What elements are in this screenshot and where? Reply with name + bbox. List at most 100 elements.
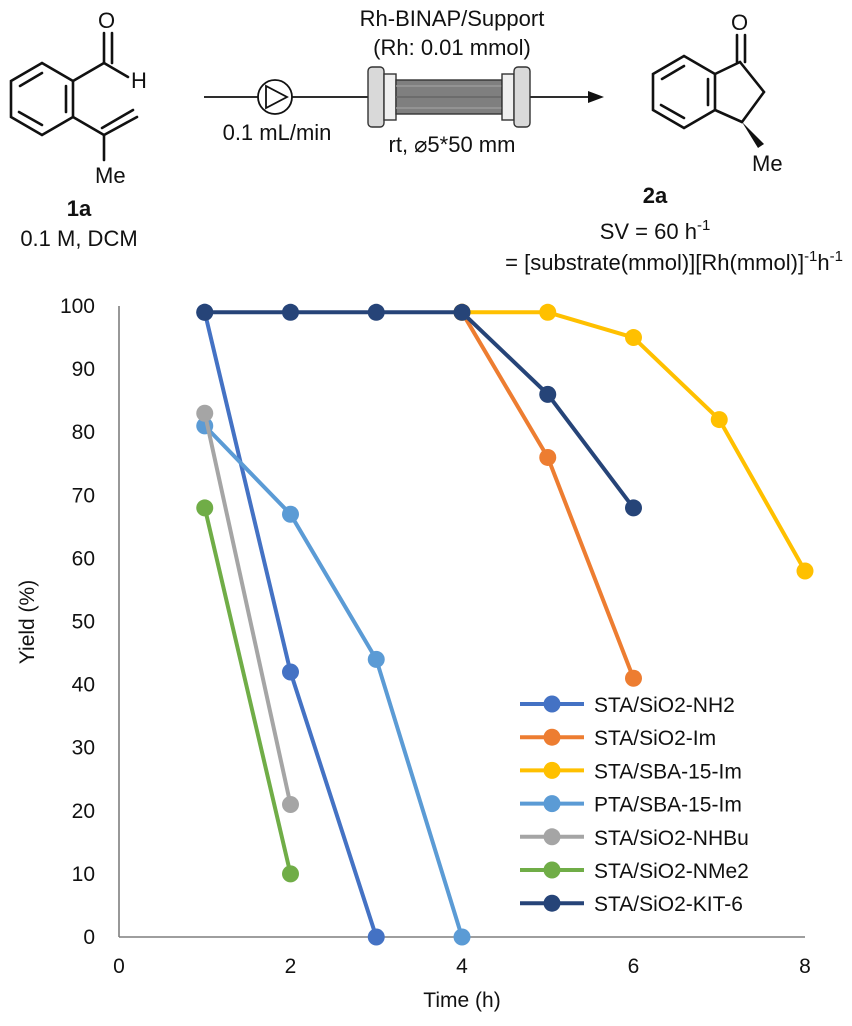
- sv-definition-h: h: [817, 250, 829, 275]
- reactant-label: 1a: [67, 196, 92, 221]
- y-tick-label: 10: [72, 863, 95, 886]
- legend-label: STA/SiO2-NMe2: [594, 860, 749, 883]
- legend-item: STA/SiO2-NMe2: [520, 860, 749, 883]
- x-tick-labels: 0 2 4 6 8: [113, 955, 811, 978]
- chart-legend: STA/SiO2-NH2 STA/SiO2-Im STA/SBA-15-Im PTA/…: [520, 694, 749, 916]
- yield-chart: 0 10 20 30 40 50 60 70 80 90 100 0 2 4 6 8 Yield (%) T…: [16, 295, 814, 1012]
- y-tick-label: 90: [72, 358, 95, 381]
- sv-definition-sup1: -1: [804, 248, 817, 265]
- series-sta-sio2-kit-6: [196, 303, 642, 517]
- legend-item: STA/SiO2-KIT-6: [520, 893, 743, 916]
- product-methyl-label: Me: [752, 151, 783, 176]
- x-tick-label: 8: [799, 955, 811, 978]
- legend-swatch-marker: [543, 728, 561, 746]
- data-point: [539, 448, 557, 466]
- legend-label: STA/SiO2-NHBu: [594, 827, 749, 850]
- y-tick-label: 100: [60, 295, 95, 318]
- reaction-scheme: O H Me 1a 0.1 M, DCM Rh-BINAP/Support: [9, 6, 843, 275]
- legend-item: STA/SiO2-NH2: [520, 694, 735, 717]
- series-sta-sio2-nhbu: [196, 404, 299, 813]
- series-line: [460, 311, 636, 680]
- series-sta-sba-15-im: [453, 303, 814, 580]
- y-tick-label: 30: [72, 737, 95, 760]
- reactant-methyl-label: Me: [95, 163, 126, 188]
- data-point: [625, 669, 642, 687]
- legend-label: STA/SiO2-Im: [594, 727, 716, 750]
- reactant-atom-h: H: [131, 68, 147, 93]
- data-point: [282, 865, 299, 883]
- product-structure: [651, 33, 766, 130]
- series-line: [202, 507, 293, 875]
- data-point: [282, 505, 299, 523]
- legend-swatch-marker: [543, 695, 561, 713]
- space-velocity-definition: = [substrate(mmol)][Rh(mmol)]-1h-1: [505, 248, 843, 275]
- series-line: [202, 412, 293, 805]
- series-sta-sio2-nme2: [196, 499, 299, 883]
- product-atom-o: O: [731, 10, 748, 35]
- series-line: [204, 310, 636, 510]
- legend-label: STA/SiO2-KIT-6: [594, 893, 743, 916]
- legend-label: STA/SiO2-NH2: [594, 694, 735, 717]
- x-tick-label: 4: [456, 955, 468, 978]
- flow-rate-label: 0.1 mL/min: [223, 120, 332, 145]
- data-point: [796, 562, 814, 580]
- y-tick-label: 60: [72, 547, 95, 570]
- y-tick-labels: 0 10 20 30 40 50 60 70 80 90 100: [60, 295, 95, 949]
- product-label: 2a: [643, 183, 668, 208]
- data-point: [710, 411, 728, 429]
- data-point: [367, 303, 385, 321]
- legend-swatch-marker: [543, 761, 561, 779]
- data-point: [453, 303, 471, 321]
- reactant-atom-o: O: [98, 8, 115, 33]
- space-velocity: SV = 60 h-1: [600, 217, 711, 244]
- legend-item: STA/SBA-15-Im: [520, 760, 742, 783]
- space-velocity-sup: -1: [697, 217, 710, 234]
- data-point: [196, 303, 214, 321]
- legend-swatch-marker: [543, 828, 561, 846]
- data-point: [196, 404, 214, 422]
- column-condition-label: rt, ⌀5*50 mm: [389, 132, 516, 157]
- y-tick-label: 20: [72, 800, 95, 823]
- data-point: [625, 329, 642, 347]
- pump-icon: [257, 79, 293, 115]
- y-tick-label: 50: [72, 611, 95, 634]
- catalyst-amount: (Rh: 0.01 mmol): [373, 35, 531, 60]
- flow-arrowhead: [588, 91, 604, 103]
- y-tick-label: 70: [72, 484, 95, 507]
- legend-swatch-marker: [543, 795, 561, 813]
- data-point: [282, 303, 299, 321]
- data-point: [453, 928, 471, 946]
- data-point: [367, 650, 385, 668]
- data-point: [625, 499, 642, 517]
- legend-label: PTA/SBA-15-Im: [594, 794, 742, 817]
- data-point: [282, 663, 299, 681]
- legend-item: STA/SiO2-NHBu: [520, 827, 749, 850]
- chart-series: [196, 303, 814, 946]
- y-tick-label: 0: [83, 926, 95, 949]
- x-tick-label: 0: [113, 955, 125, 978]
- data-point: [367, 928, 385, 946]
- legend-item: PTA/SBA-15-Im: [520, 794, 742, 817]
- legend-swatch-marker: [543, 861, 561, 879]
- sv-definition-sup2: -1: [830, 248, 843, 265]
- series-line: [203, 424, 464, 938]
- x-axis-title: Time (h): [423, 989, 500, 1012]
- series-pta-sba-15-im: [196, 417, 471, 946]
- data-point: [282, 795, 299, 813]
- space-velocity-text: SV = 60 h: [600, 219, 697, 244]
- sv-definition-main: = [substrate(mmol)][Rh(mmol)]: [505, 250, 804, 275]
- reactant-condition: 0.1 M, DCM: [20, 226, 137, 251]
- catalyst-label: Rh-BINAP/Support: [360, 6, 545, 31]
- data-point: [196, 499, 214, 517]
- reactant-structure: [9, 31, 139, 162]
- legend-item: STA/SiO2-Im: [520, 727, 716, 750]
- y-axis-title: Yield (%): [16, 580, 39, 664]
- series-line: [462, 310, 807, 572]
- legend-swatch-marker: [543, 894, 561, 912]
- x-tick-label: 6: [628, 955, 640, 978]
- product-wedge-bond: [742, 122, 764, 148]
- data-point: [539, 303, 557, 321]
- data-point: [539, 385, 557, 403]
- y-tick-label: 80: [72, 421, 95, 444]
